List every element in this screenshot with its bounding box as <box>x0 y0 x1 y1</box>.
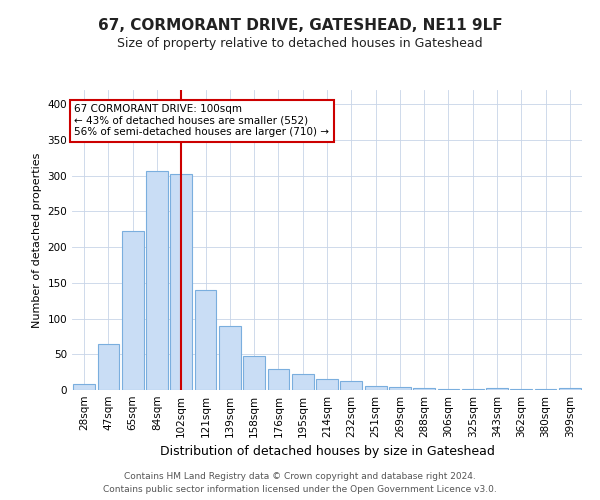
X-axis label: Distribution of detached houses by size in Gateshead: Distribution of detached houses by size … <box>160 446 494 458</box>
Bar <box>243 356 265 390</box>
Text: 67, CORMORANT DRIVE, GATESHEAD, NE11 9LF: 67, CORMORANT DRIVE, GATESHEAD, NE11 9LF <box>98 18 502 32</box>
Text: Contains HM Land Registry data © Crown copyright and database right 2024.: Contains HM Land Registry data © Crown c… <box>124 472 476 481</box>
Bar <box>340 382 362 390</box>
Y-axis label: Number of detached properties: Number of detached properties <box>32 152 42 328</box>
Bar <box>437 388 460 390</box>
Text: 67 CORMORANT DRIVE: 100sqm
← 43% of detached houses are smaller (552)
56% of sem: 67 CORMORANT DRIVE: 100sqm ← 43% of deta… <box>74 104 329 138</box>
Bar <box>194 290 217 390</box>
Bar <box>316 378 338 390</box>
Text: Contains public sector information licensed under the Open Government Licence v3: Contains public sector information licen… <box>103 485 497 494</box>
Bar <box>511 388 532 390</box>
Bar <box>535 388 556 390</box>
Bar <box>365 386 386 390</box>
Bar <box>219 326 241 390</box>
Bar <box>462 388 484 390</box>
Text: Size of property relative to detached houses in Gateshead: Size of property relative to detached ho… <box>117 38 483 51</box>
Bar <box>122 232 143 390</box>
Bar <box>73 384 95 390</box>
Bar <box>268 368 289 390</box>
Bar <box>486 388 508 390</box>
Bar <box>97 344 119 390</box>
Bar <box>146 170 168 390</box>
Bar <box>559 388 581 390</box>
Bar <box>292 374 314 390</box>
Bar <box>389 387 411 390</box>
Bar <box>170 174 192 390</box>
Bar <box>413 388 435 390</box>
